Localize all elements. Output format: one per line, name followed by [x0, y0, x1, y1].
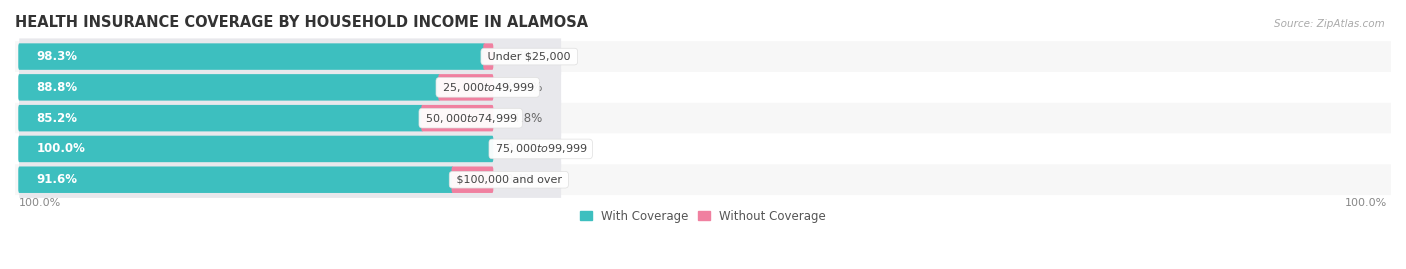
- Text: $25,000 to $49,999: $25,000 to $49,999: [439, 81, 536, 94]
- FancyBboxPatch shape: [20, 38, 561, 75]
- FancyBboxPatch shape: [20, 100, 561, 136]
- FancyBboxPatch shape: [15, 164, 1391, 195]
- Text: 8.4%: 8.4%: [505, 173, 534, 186]
- FancyBboxPatch shape: [20, 69, 561, 105]
- FancyBboxPatch shape: [15, 133, 1391, 164]
- Text: 100.0%: 100.0%: [1344, 197, 1386, 208]
- FancyBboxPatch shape: [18, 74, 440, 101]
- Text: 11.2%: 11.2%: [505, 81, 543, 94]
- FancyBboxPatch shape: [18, 43, 485, 70]
- FancyBboxPatch shape: [422, 105, 494, 131]
- Text: 1.7%: 1.7%: [505, 50, 536, 63]
- FancyBboxPatch shape: [18, 167, 454, 193]
- Legend: With Coverage, Without Coverage: With Coverage, Without Coverage: [575, 205, 831, 228]
- Text: 100.0%: 100.0%: [20, 197, 62, 208]
- FancyBboxPatch shape: [15, 72, 1391, 103]
- Text: 14.8%: 14.8%: [505, 112, 543, 125]
- FancyBboxPatch shape: [451, 167, 494, 193]
- Text: 0.0%: 0.0%: [505, 143, 534, 155]
- FancyBboxPatch shape: [439, 74, 494, 101]
- Text: 85.2%: 85.2%: [37, 112, 77, 125]
- Text: HEALTH INSURANCE COVERAGE BY HOUSEHOLD INCOME IN ALAMOSA: HEALTH INSURANCE COVERAGE BY HOUSEHOLD I…: [15, 15, 588, 30]
- FancyBboxPatch shape: [18, 105, 423, 131]
- Text: Source: ZipAtlas.com: Source: ZipAtlas.com: [1274, 19, 1385, 29]
- Text: 100.0%: 100.0%: [37, 143, 86, 155]
- Text: 91.6%: 91.6%: [37, 173, 77, 186]
- Text: 98.3%: 98.3%: [37, 50, 77, 63]
- FancyBboxPatch shape: [15, 41, 1391, 72]
- FancyBboxPatch shape: [18, 136, 494, 162]
- FancyBboxPatch shape: [484, 43, 494, 70]
- FancyBboxPatch shape: [20, 131, 561, 167]
- Text: $100,000 and over: $100,000 and over: [453, 175, 565, 185]
- Text: 88.8%: 88.8%: [37, 81, 77, 94]
- Text: Under $25,000: Under $25,000: [484, 52, 574, 62]
- Text: $50,000 to $74,999: $50,000 to $74,999: [422, 112, 519, 125]
- FancyBboxPatch shape: [20, 162, 561, 198]
- Text: $75,000 to $99,999: $75,000 to $99,999: [492, 143, 589, 155]
- FancyBboxPatch shape: [15, 103, 1391, 133]
